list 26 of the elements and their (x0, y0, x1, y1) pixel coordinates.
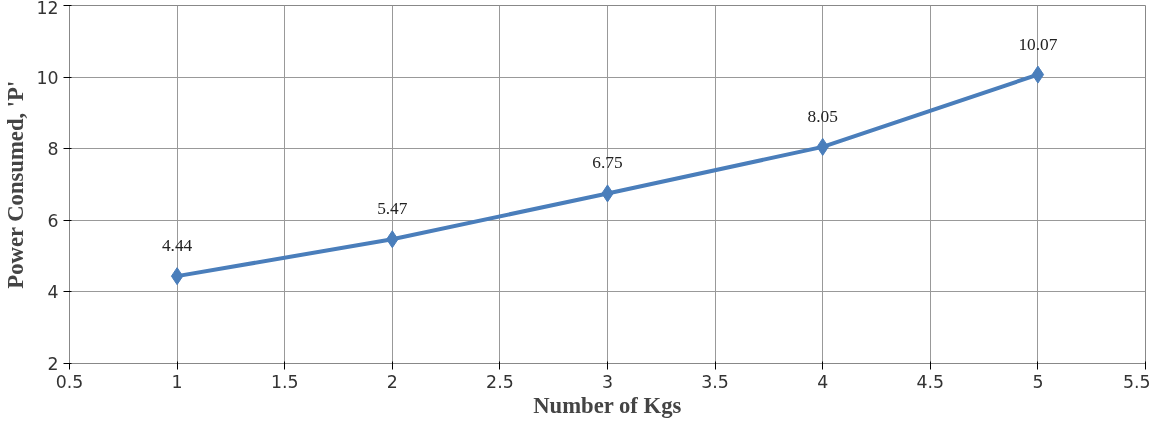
point (170, 267, 184, 286)
x-tick-label: 0.5 (55, 371, 84, 392)
data-label: 4.44 (161, 236, 193, 256)
y-tick-label: 4 (47, 282, 59, 303)
x-tick-label: 5 (1032, 371, 1044, 392)
point (1031, 65, 1045, 84)
data-label: 6.75 (592, 153, 623, 173)
y-tick-label: 6 (47, 210, 59, 231)
x-tick-label: 1.5 (270, 371, 299, 392)
x-tick-label: 3.5 (701, 371, 729, 392)
x-tick-label: 1 (171, 371, 183, 392)
x-tick-label: 2.5 (486, 371, 514, 392)
y-tick-label: 12 (36, 0, 59, 18)
x-tick-label: 4.5 (916, 371, 945, 392)
y-tick-label: 10 (36, 67, 59, 88)
x-tick-label: 2 (386, 371, 398, 392)
y-tick-label: 8 (47, 139, 59, 160)
x-tick-label: 3 (601, 371, 614, 392)
y-axis-title: Power Consumed, 'P' (3, 80, 29, 289)
x-tick-label: 5.5 (1122, 371, 1151, 392)
y-tick-label: 2 (47, 354, 59, 374)
x-tick-label: 4 (817, 371, 829, 392)
data-label: 8.05 (807, 106, 838, 126)
data-label: 10.07 (1018, 34, 1058, 54)
x-axis-title: Number of Kgs (533, 392, 682, 418)
data-label: 5.47 (377, 199, 408, 219)
